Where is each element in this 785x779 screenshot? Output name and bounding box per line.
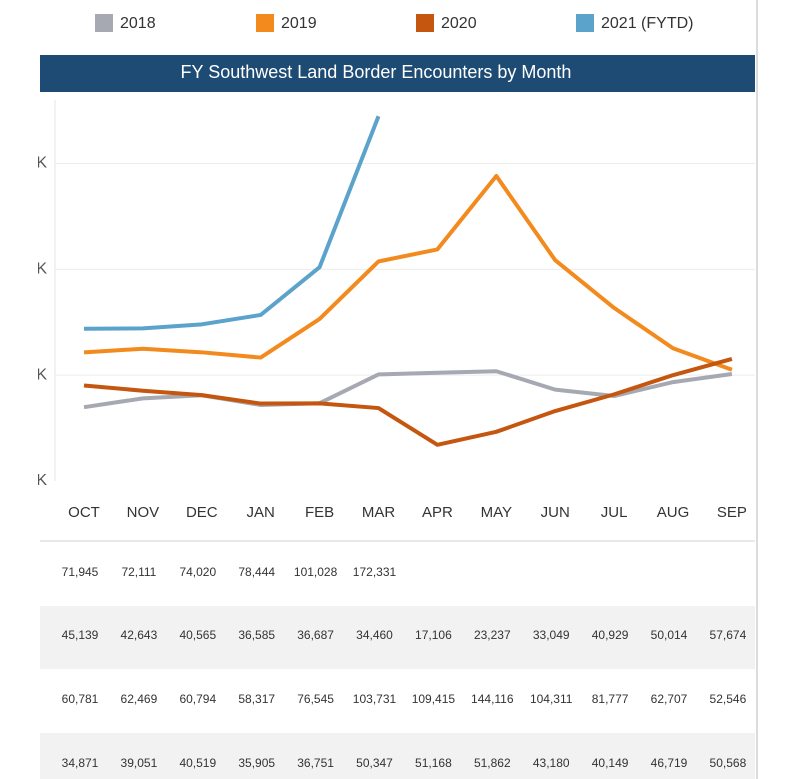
y-tick-label: 0K: [27, 472, 47, 489]
table-cell: 104,311: [530, 692, 573, 706]
table-cell: 60,781: [62, 692, 99, 706]
legend-swatch: [576, 14, 594, 32]
table-cell: 46,719: [651, 756, 688, 770]
table-cell: 50,568: [710, 756, 747, 770]
table-cell: 36,751: [297, 756, 334, 770]
table-cell: 40,149: [592, 756, 629, 770]
x-tick-label: SEP: [717, 504, 747, 521]
table-cell: 50,347: [356, 756, 393, 770]
table-cell: 50,014: [651, 628, 688, 642]
x-tick-label: JUL: [601, 504, 628, 521]
x-tick-label: JAN: [247, 504, 275, 521]
table-cell: 52,546: [710, 692, 747, 706]
table-cell: 34,460: [356, 628, 393, 642]
x-tick-label: AUG: [657, 504, 690, 521]
table-cell: 45,139: [62, 628, 99, 642]
table-cell: 78,444: [238, 565, 275, 579]
table-cell: 39,051: [121, 756, 158, 770]
table-cell: 62,469: [121, 692, 158, 706]
series-line: [83, 115, 381, 331]
chart-title: FY Southwest Land Border Encounters by M…: [181, 62, 572, 82]
table-cell: 144,116: [471, 692, 514, 706]
x-tick-label: NOV: [127, 504, 160, 521]
table-cell: 23,237: [474, 628, 511, 642]
x-tick-label: DEC: [186, 504, 218, 521]
table-cell: 36,687: [297, 628, 334, 642]
table-cell: 172,331: [353, 565, 397, 579]
table-cell: 58,317: [238, 692, 275, 706]
legend-label: 2020: [441, 15, 477, 32]
table-cell: 60,794: [179, 692, 216, 706]
table-cell: 109,415: [412, 692, 456, 706]
table-cell: 62,707: [651, 692, 688, 706]
table-cell: 57,674: [710, 628, 747, 642]
table-row-bg: [40, 733, 755, 779]
legend-swatch: [256, 14, 274, 32]
table-cell: 40,519: [179, 756, 216, 770]
clipped-group: 0K 50K 100K 150K 71,945 72,111 74,020 78,444 101…: [10, 155, 747, 770]
table-cell: 74,020: [179, 565, 216, 579]
x-tick-label: FEB: [305, 504, 334, 521]
y-tick-label: 50K: [19, 366, 48, 383]
table-cell: 42,643: [121, 628, 158, 642]
y-tick-label: 150K: [10, 155, 48, 172]
x-tick-label: OCT: [68, 504, 100, 521]
table-cell: 103,731: [353, 692, 397, 706]
title-bar: [40, 55, 755, 92]
x-tick-label: APR: [422, 504, 453, 521]
legend-swatch: [95, 14, 113, 32]
table-cell: 71,945: [62, 565, 99, 579]
table-cell: 51,168: [415, 756, 452, 770]
table-cell: 35,905: [238, 756, 275, 770]
table-cell: 34,871: [62, 756, 99, 770]
table-row-bg: [40, 606, 755, 669]
table-cell: 76,545: [297, 692, 334, 706]
table-cell: 17,106: [415, 628, 452, 642]
table-cell: 101,028: [294, 565, 338, 579]
table-cell: 72,111: [121, 565, 156, 579]
table-cell: 33,049: [533, 628, 570, 642]
table-cell: 51,862: [474, 756, 511, 770]
legend-swatch: [416, 14, 434, 32]
x-tick-label: MAY: [481, 504, 512, 521]
legend-label: 2018: [120, 15, 156, 32]
y-tick-label: 100K: [10, 261, 48, 278]
table-cell: 81,777: [592, 692, 629, 706]
table-cell: 40,565: [179, 628, 216, 642]
series-line: [83, 173, 733, 372]
x-tick-label: MAR: [362, 504, 396, 521]
legend-label: 2019: [281, 15, 317, 32]
series-line: [83, 356, 733, 447]
table-cell: 36,585: [238, 628, 275, 642]
x-tick-label: JUN: [541, 504, 570, 521]
table-cell: 40,929: [592, 628, 629, 642]
table-cell: 43,180: [533, 756, 570, 770]
legend-label: 2021 (FYTD): [601, 15, 693, 32]
